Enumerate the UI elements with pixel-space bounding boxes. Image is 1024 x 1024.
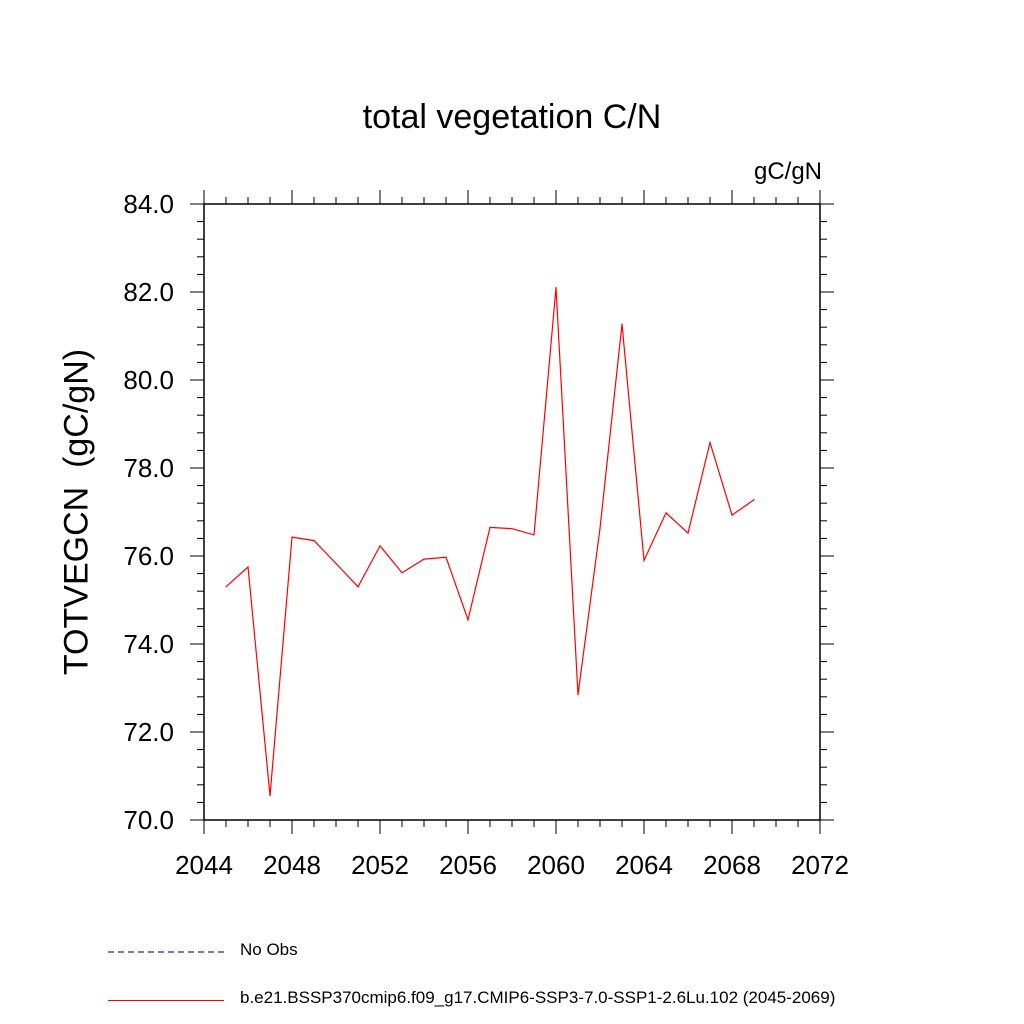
data-point xyxy=(599,527,601,529)
data-point xyxy=(291,536,293,538)
data-point xyxy=(379,545,381,547)
x-tick-label: 2048 xyxy=(263,850,321,880)
data-point xyxy=(643,559,645,562)
y-tick-label: 76.0 xyxy=(123,541,174,571)
data-point xyxy=(335,562,337,565)
data-point xyxy=(401,572,403,574)
x-tick-label: 2044 xyxy=(175,850,233,880)
data-point xyxy=(731,514,733,516)
legend-label-model-run: b.e21.BSSP370cmip6.f09_g17.CMIP6-SSP3-7.… xyxy=(240,988,836,1007)
chart-title: total vegetation C/N xyxy=(362,98,662,136)
x-tick-label: 2064 xyxy=(615,850,673,880)
y-tick-label: 74.0 xyxy=(123,629,174,659)
data-point xyxy=(753,499,755,501)
x-tick-label: 2056 xyxy=(439,850,497,880)
data-point xyxy=(247,566,249,568)
units-label: gC/gN xyxy=(753,158,822,185)
data-point xyxy=(467,619,469,621)
series-line xyxy=(225,287,755,796)
y-tick-label: 84.0 xyxy=(123,189,174,219)
legend-solid-line xyxy=(108,1000,224,1001)
data-point xyxy=(687,532,689,534)
data-point xyxy=(665,512,667,514)
data-point xyxy=(489,526,491,529)
x-tick-label: 2060 xyxy=(527,850,585,880)
data-point xyxy=(225,586,227,588)
data-point xyxy=(709,441,711,444)
y-tick-label: 70.0 xyxy=(123,805,174,835)
y-tick-label: 78.0 xyxy=(123,453,174,483)
data-point xyxy=(621,323,623,325)
data-point xyxy=(533,534,535,536)
data-point xyxy=(577,694,579,696)
y-tick-label: 82.0 xyxy=(123,277,174,307)
legend-dash-line xyxy=(108,951,224,953)
x-tick-label: 2068 xyxy=(703,850,761,880)
data-point xyxy=(423,558,425,560)
y-tick-label: 72.0 xyxy=(123,717,174,747)
x-tick-label: 2052 xyxy=(351,850,409,880)
data-point xyxy=(445,556,447,558)
data-point xyxy=(555,287,557,289)
y-tick-label: 80.0 xyxy=(123,365,174,395)
data-point xyxy=(313,540,315,542)
data-point xyxy=(357,586,359,588)
plot-frame xyxy=(203,203,821,821)
data-point xyxy=(511,528,513,530)
x-tick-label: 2072 xyxy=(791,850,849,880)
legend-label-no-obs: No Obs xyxy=(240,940,298,959)
data-point xyxy=(269,795,271,797)
